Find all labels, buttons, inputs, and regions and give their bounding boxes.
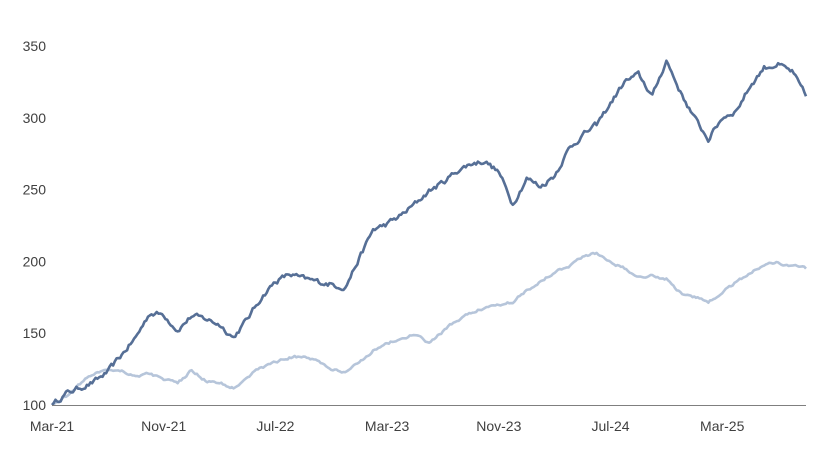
x-tick-label-nov-23: Nov-23: [476, 418, 521, 434]
x-axis-ticks: Mar-21 Nov-21 Jul-22 Mar-23 Nov-23 Jul-24 Mar-…: [30, 418, 745, 434]
series-layer: [51, 59, 808, 407]
y-tick-label-200: 200: [23, 253, 47, 269]
y-tick-label-250: 250: [23, 182, 47, 198]
y-tick-label-300: 300: [23, 110, 47, 126]
x-tick-label-jul-22: Jul-22: [256, 418, 294, 434]
x-tick-label-mar-21: Mar-21: [30, 418, 75, 434]
y-tick-label-350: 350: [23, 38, 47, 54]
x-tick-label-jul-24: Jul-24: [591, 418, 629, 434]
y-tick-label-100: 100: [23, 397, 47, 413]
y-tick-label-150: 150: [23, 325, 47, 341]
x-tick-label-nov-21: Nov-21: [141, 418, 186, 434]
x-tick-label-mar-23: Mar-23: [365, 418, 410, 434]
series-line-2: [51, 251, 807, 407]
series-line-1: [51, 59, 808, 406]
x-tick-label-mar-25: Mar-25: [700, 418, 745, 434]
y-axis-ticks: 100 150 200 250 300 350: [23, 38, 47, 413]
